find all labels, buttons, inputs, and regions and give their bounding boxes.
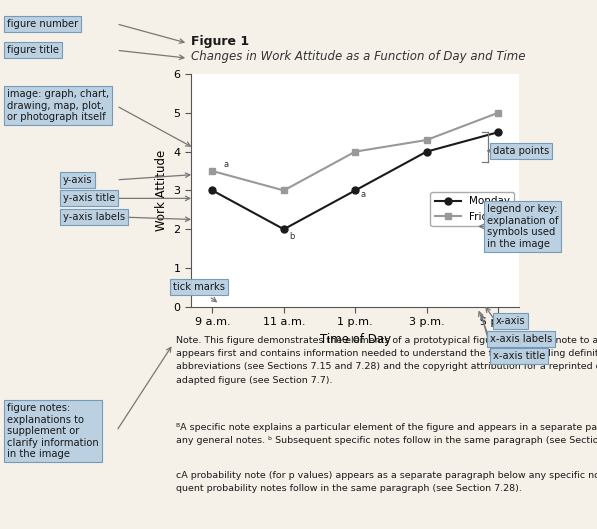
Friday [352,149,359,155]
Text: figure title: figure title [7,45,59,55]
Text: Figure 1: Figure 1 [191,35,249,48]
Text: data points: data points [493,146,549,156]
Text: y-axis: y-axis [63,175,92,185]
Friday [280,187,287,194]
Text: b: b [290,232,295,241]
Text: x-axis labels: x-axis labels [490,334,552,343]
Text: tick marks: tick marks [173,282,225,291]
Line: Friday: Friday [209,110,501,194]
Text: y-axis title: y-axis title [63,194,115,203]
Text: x-axis title: x-axis title [493,351,545,361]
Friday [494,110,501,116]
Friday [209,168,216,174]
Text: ᴮA specific note explains a particular element of the figure and appears in a se: ᴮA specific note explains a particular e… [176,423,597,445]
Text: Note. This figure demonstrates the elements of a prototypical figure. A general : Note. This figure demonstrates the eleme… [176,336,597,385]
Text: y-axis labels: y-axis labels [63,212,125,222]
Legend: Monday, Friday: Monday, Friday [430,192,514,226]
Text: a: a [223,160,228,169]
Text: a: a [361,190,366,199]
Monday [423,149,430,155]
Text: Changes in Work Attitude as a Function of Day and Time: Changes in Work Attitude as a Function o… [191,50,525,63]
Text: image: graph, chart,
drawing, map, plot,
or photograph itself: image: graph, chart, drawing, map, plot,… [7,89,109,122]
Text: x-axis: x-axis [496,316,525,326]
X-axis label: Time of Day: Time of Day [319,333,391,346]
Y-axis label: Work Attitude: Work Attitude [155,150,168,231]
Monday [280,226,287,232]
Text: cA probability note (for p values) appears as a separate paragraph below any spe: cA probability note (for p values) appea… [176,471,597,493]
Monday [494,129,501,135]
Monday [209,187,216,194]
Friday [423,137,430,143]
Text: figure number: figure number [7,19,78,29]
Text: figure notes:
explanations to
supplement or
clarify information
in the image: figure notes: explanations to supplement… [7,403,99,459]
Line: Monday: Monday [209,129,501,233]
Monday [352,187,359,194]
Text: legend or key:
explanation of
symbols used
in the image: legend or key: explanation of symbols us… [487,204,558,249]
